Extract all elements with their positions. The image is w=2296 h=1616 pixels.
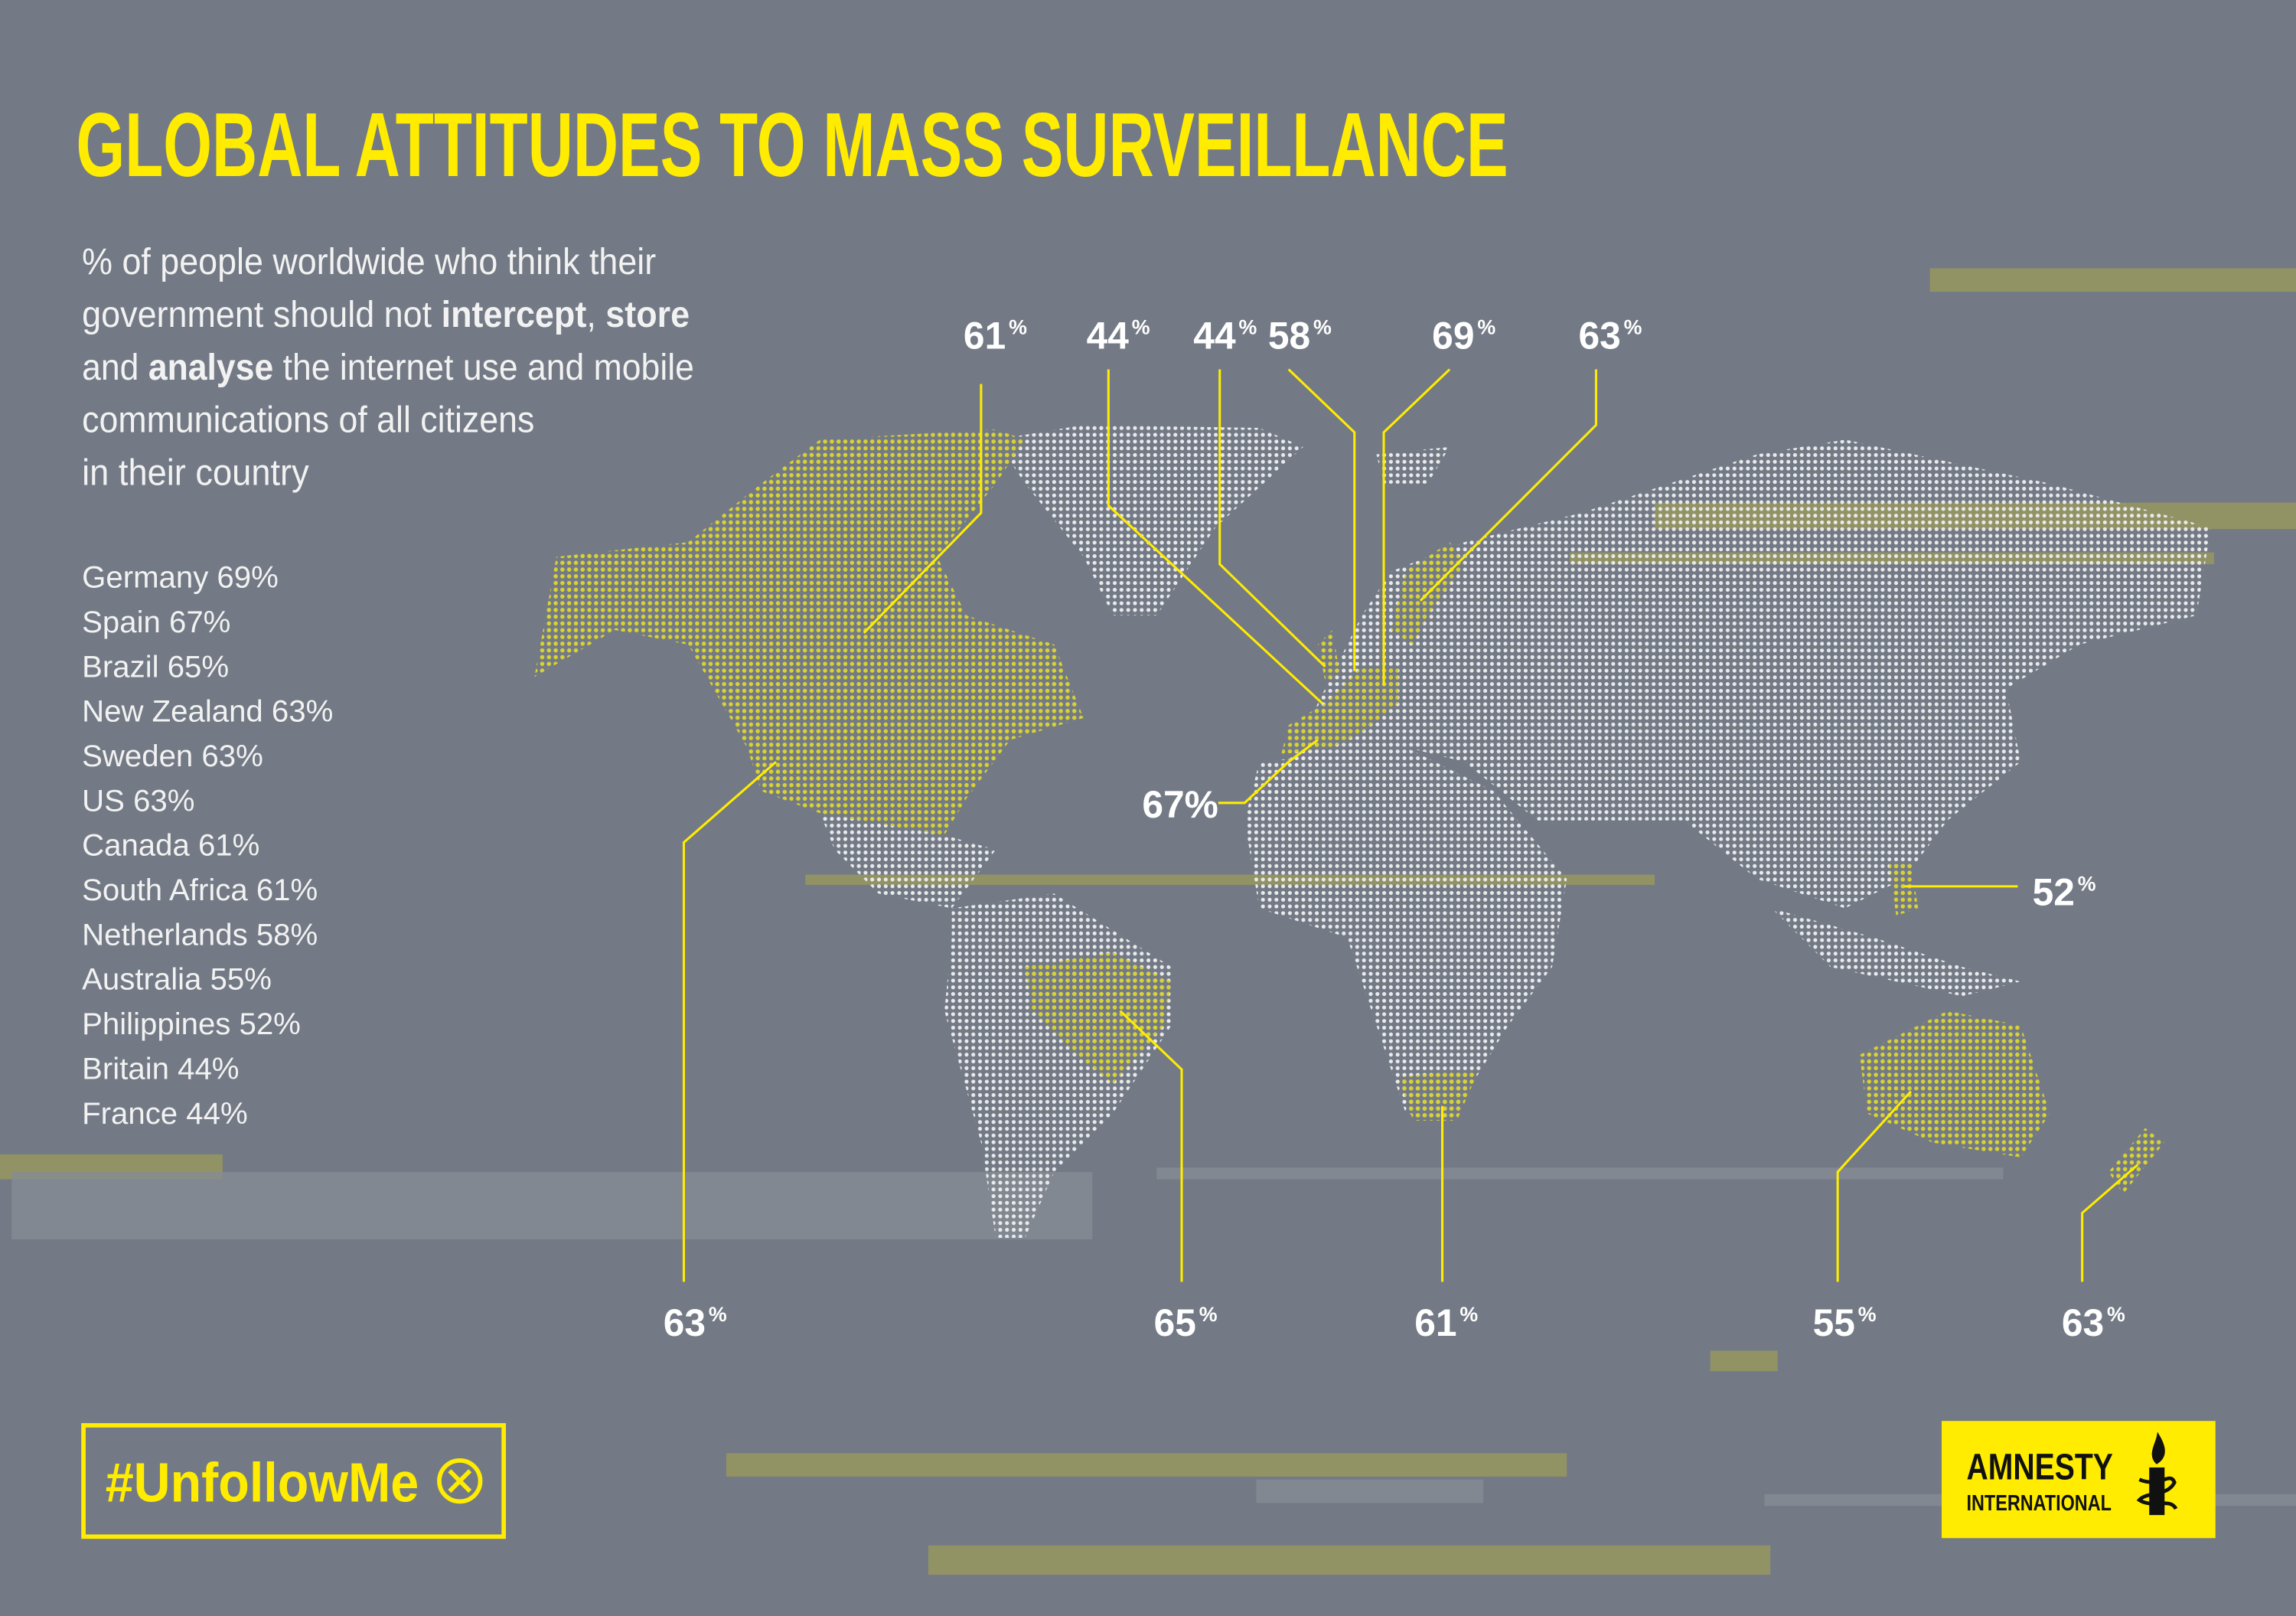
subtitle-text: % of people worldwide who think their	[82, 242, 656, 282]
callout-unit: %	[1459, 1303, 1478, 1326]
callout-value: 65	[1154, 1301, 1196, 1344]
subtitle-text: the internet use and mobile	[273, 348, 694, 388]
subtitle-text: and	[82, 348, 148, 388]
subtitle-text: government should not	[82, 295, 441, 335]
callout-unit: %	[1009, 316, 1027, 339]
callout-unit: %	[1238, 316, 1257, 339]
country-list-item: France 44%	[82, 1096, 248, 1131]
callout-label: 58%	[1268, 315, 1332, 357]
callout-value: 61	[964, 315, 1006, 357]
callout-label: 52%	[2033, 871, 2096, 914]
country-list-item: South Africa 61%	[82, 873, 318, 907]
callout-unit: %	[1477, 316, 1495, 339]
subtitle-line: and analyse the internet use and mobile	[82, 348, 694, 388]
subtitle: % of people worldwide who think their gov…	[82, 242, 694, 494]
country-list-item: Philippines 52%	[82, 1007, 301, 1041]
callout-label: 63%	[664, 1301, 727, 1344]
leader-line	[1382, 368, 1451, 686]
world-map	[534, 425, 2212, 1239]
callout-label: 63%	[1578, 315, 1642, 357]
callout-label: 44%	[1087, 315, 1150, 357]
leader-line	[1119, 1010, 1183, 1282]
subtitle-text: communications of all citizens	[82, 400, 534, 441]
candle-icon	[2136, 1432, 2178, 1516]
country-list-item: Spain 67%	[82, 605, 230, 639]
callout-value: 67	[1142, 783, 1184, 826]
callout-unit: %	[1199, 1303, 1218, 1326]
subtitle-line: in their country	[82, 453, 309, 494]
glitch-stripes	[0, 268, 2296, 1575]
callout-value: 63	[1578, 315, 1620, 357]
callout-unit: %	[1313, 316, 1332, 339]
leader-line	[682, 761, 778, 1282]
country-list-item: New Zealand 63%	[82, 694, 333, 729]
leader-line	[1836, 1090, 1912, 1282]
title: GLOBAL ATTITUDES TO MASS SURVEILLANCE	[76, 95, 1508, 196]
subtitle-emphasis: intercept	[442, 295, 587, 335]
leader-line	[1287, 368, 1356, 671]
leader-line	[2081, 1164, 2139, 1282]
subtitle-emphasis: store	[605, 295, 690, 335]
callout-value: 61	[1414, 1301, 1456, 1344]
callout-unit: %	[1132, 316, 1150, 339]
callout-value: 58	[1268, 315, 1310, 357]
amnesty-logo: AMNESTY INTERNATIONAL	[1941, 1421, 2216, 1539]
callout-value: 52	[2033, 871, 2075, 914]
leader-line	[863, 384, 983, 634]
country-list-item: Britain 44%	[82, 1051, 239, 1085]
subtitle-text: ,	[586, 295, 605, 335]
callout-unit: %	[1858, 1303, 1877, 1326]
callout-value: 55	[1813, 1301, 1855, 1344]
leader-line	[1419, 369, 1597, 602]
callouts: 61% 44% 44% 58% 69% 63 %67%52 %63% 65% 61% 55% 63%	[664, 315, 2139, 1344]
callout-value: 44	[1193, 315, 1236, 357]
country-list-item: Netherlands 58%	[82, 917, 318, 952]
callout-label: 69%	[1432, 315, 1495, 357]
callout-value: 63	[664, 1301, 706, 1344]
callout-label: 63%	[2062, 1301, 2125, 1344]
callout-label: 65%	[1154, 1301, 1218, 1344]
callout-label: 67%	[1142, 783, 1218, 826]
country-list: Germany 69% Spain 67% Brazil 65% New Zealan…	[82, 560, 333, 1131]
hashtag-box: #UnfollowMe	[81, 1423, 507, 1539]
subtitle-emphasis: analyse	[148, 348, 273, 388]
hashtag: #UnfollowMe	[106, 1451, 419, 1513]
callout-label: 61%	[1414, 1301, 1478, 1344]
callout-unit: %	[2107, 1303, 2125, 1326]
leader-line	[1218, 369, 1326, 668]
country-list-item: Canada 61%	[82, 828, 259, 863]
callout-unit: %	[1624, 316, 1642, 339]
leader-line	[1107, 369, 1323, 704]
subtitle-line: government should not intercept, store	[82, 295, 690, 335]
country-list-item: Sweden 63%	[82, 739, 263, 773]
leader-line	[1218, 739, 1319, 805]
subtitle-text: in their country	[82, 453, 309, 494]
country-list-item: Australia 55%	[82, 962, 272, 997]
logo-line2: INTERNATIONAL	[1967, 1491, 2112, 1516]
country-list-item: Germany 69%	[82, 560, 279, 595]
callout-unit: %	[2078, 873, 2096, 896]
callout-value: 44	[1087, 315, 1130, 357]
subtitle-line: % of people worldwide who think their	[82, 242, 656, 282]
country-list-item: Brazil 65%	[82, 649, 229, 684]
callout-label: 44%	[1193, 315, 1257, 357]
callout-value: 63	[2062, 1301, 2104, 1344]
country-list-item: US 63%	[82, 783, 194, 818]
callout-label: 61%	[964, 315, 1027, 357]
subtitle-line: communications of all citizens	[82, 400, 534, 441]
logo-line1: AMNESTY	[1967, 1448, 2113, 1488]
callout-unit: %	[709, 1303, 727, 1326]
callout-unit: %	[1185, 783, 1218, 826]
callout-label: 55%	[1813, 1301, 1877, 1344]
callout-value: 69	[1432, 315, 1474, 357]
